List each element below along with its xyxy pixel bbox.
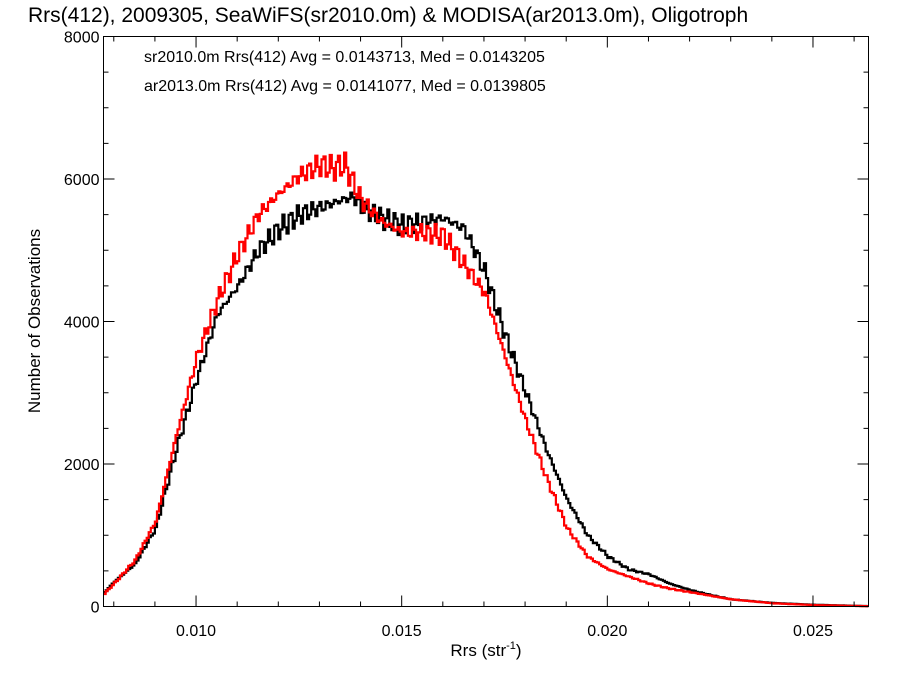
y-tick-label: 0 <box>91 600 100 617</box>
legend-entry-sr2010: sr2010.0m Rrs(412) Avg = 0.0143713, Med … <box>144 49 545 66</box>
chart-title: Rrs(412), 2009305, SeaWiFS(sr2010.0m) & … <box>28 4 748 27</box>
x-tick-label: 0.025 <box>793 623 833 640</box>
x-tick-label: 0.010 <box>176 623 216 640</box>
y-tick-label: 2000 <box>64 457 100 474</box>
series-line-sr2010 <box>103 191 869 608</box>
plot-frame <box>103 36 869 607</box>
x-axis-title-main: Rrs (str <box>450 641 506 660</box>
y-tick-label: 6000 <box>64 172 100 189</box>
x-tick-label: 0.020 <box>587 623 627 640</box>
x-axis-title-superscript: -1 <box>506 640 516 652</box>
y-tick-label: 8000 <box>64 30 100 47</box>
series-line-ar2013 <box>103 151 869 608</box>
legend-entry-ar2013: ar2013.0m Rrs(412) Avg = 0.0141077, Med … <box>144 78 546 95</box>
x-axis-title: Rrs (str-1) <box>450 640 521 660</box>
y-axis-title: Number of Observations <box>25 229 44 413</box>
series-layer <box>103 151 869 608</box>
x-tick-label: 0.015 <box>382 623 422 640</box>
x-axis-title-end: ) <box>516 641 522 660</box>
tick-layer: 0.010 0.015 0.020 0.025 0 2000 4000 6000 8000 <box>64 30 869 640</box>
y-tick-label: 4000 <box>64 315 100 332</box>
